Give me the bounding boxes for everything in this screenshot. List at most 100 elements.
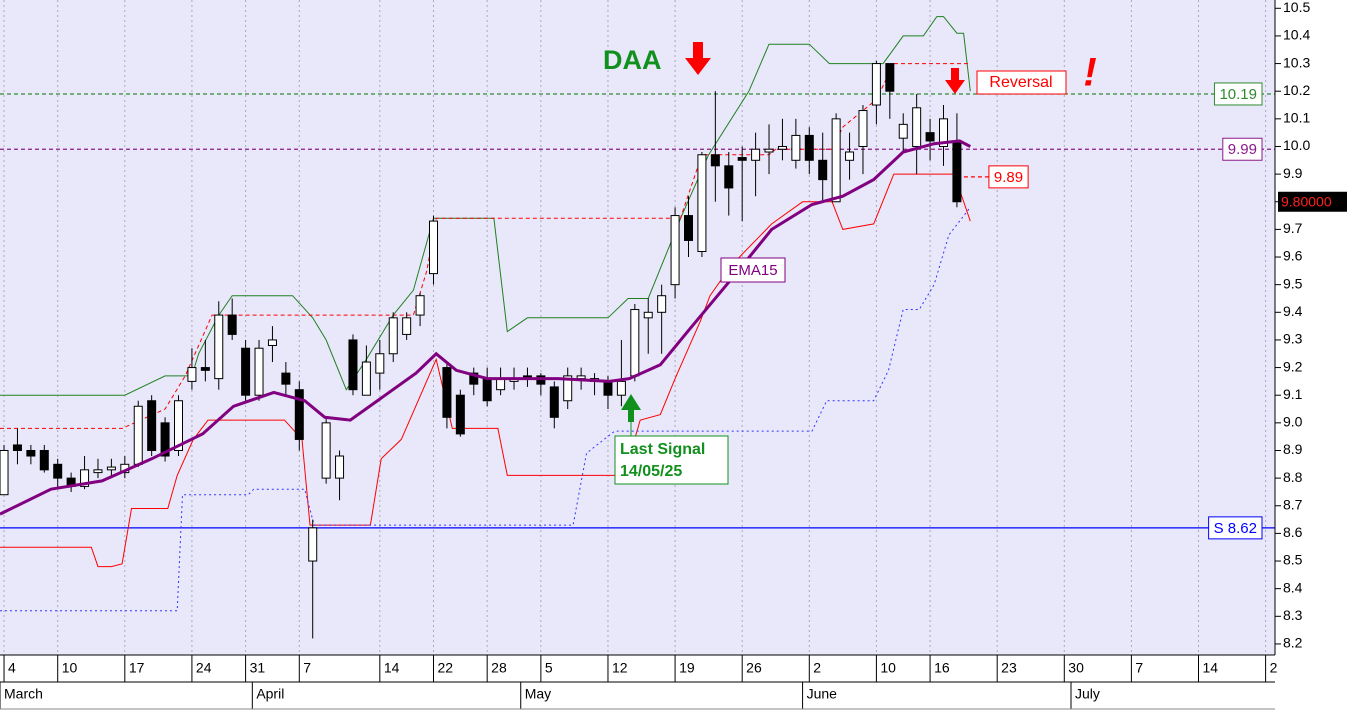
candle-body xyxy=(174,400,183,451)
x-tick-label: 17 xyxy=(129,660,145,676)
x-tick-label: 5 xyxy=(545,660,553,676)
candle-body xyxy=(308,527,318,562)
price-tag-box xyxy=(1278,191,1347,212)
y-tick-label: 8.9 xyxy=(1283,441,1303,457)
candle-body xyxy=(898,123,908,139)
candle-body xyxy=(643,311,653,319)
x-tick-label: 4 xyxy=(8,660,16,676)
candle-body xyxy=(402,317,412,335)
y-tick-label: 10.1 xyxy=(1283,110,1310,126)
level-label-box xyxy=(1208,516,1263,540)
annotation-text: EMA15 xyxy=(728,262,777,279)
x-tick-label: 30 xyxy=(1068,660,1084,676)
y-tick-label: 9.3 xyxy=(1283,331,1303,347)
y-tick-label: 8.7 xyxy=(1283,496,1303,512)
candle-body xyxy=(616,380,626,396)
x-tick-label: 14 xyxy=(384,660,400,676)
indicator-line xyxy=(0,139,971,516)
level-label-box xyxy=(988,165,1029,189)
candle-body xyxy=(885,63,895,92)
x-tick-label: 10 xyxy=(62,660,78,676)
x-tick-label: 19 xyxy=(679,660,695,676)
candle-body xyxy=(348,339,358,391)
candle-body xyxy=(160,422,170,457)
candle-body xyxy=(684,215,693,241)
price-tag-label: 9.80000 xyxy=(1281,193,1332,209)
candle-body xyxy=(603,380,613,396)
candle-body xyxy=(912,107,922,147)
candle-body xyxy=(871,63,881,106)
candle-body xyxy=(858,110,868,147)
candle-body xyxy=(321,422,331,479)
candle-body xyxy=(549,386,559,418)
month-label: April xyxy=(256,686,284,702)
annotations: DAA Reversal ! EMA15 Last Signal 14/05/2… xyxy=(603,42,1097,485)
candle-body xyxy=(294,389,304,440)
annotation-box xyxy=(614,435,729,485)
annotation-text: Last Signal xyxy=(620,441,705,458)
candle-body xyxy=(361,361,371,396)
level-label: 9.99 xyxy=(1228,141,1257,158)
y-tick-label: 9.5 xyxy=(1283,275,1303,291)
candle-body xyxy=(200,367,210,371)
candle-body xyxy=(563,375,573,402)
right-axis-background xyxy=(1275,0,1354,710)
y-tick-label: 8.8 xyxy=(1283,469,1303,485)
y-tick-label: 10.2 xyxy=(1283,82,1310,98)
candle-body xyxy=(925,132,935,142)
annotation-box xyxy=(976,70,1067,95)
candle-body xyxy=(818,159,828,181)
y-tick-label: 9.9 xyxy=(1283,165,1303,181)
candle-body xyxy=(442,367,452,418)
candle-body xyxy=(388,317,398,355)
annotation-text: DAA xyxy=(603,45,662,75)
candle-body xyxy=(80,469,90,487)
x-tick-label: 23 xyxy=(1001,660,1017,676)
candle-body xyxy=(415,295,425,316)
level-label: 10.19 xyxy=(1219,86,1257,103)
candle-body xyxy=(106,466,116,471)
x-tick-label: 28 xyxy=(491,660,507,676)
candle-body xyxy=(281,372,291,385)
candle-body xyxy=(241,347,251,396)
x-tick-label: 22 xyxy=(438,660,454,676)
candle-body xyxy=(630,309,640,377)
annotation-text: 14/05/25 xyxy=(620,463,682,480)
y-tick-label: 9.6 xyxy=(1283,248,1303,264)
month-label: May xyxy=(525,686,551,702)
month-label: June xyxy=(807,686,838,702)
candle-body xyxy=(952,140,962,203)
level-label: 9.89 xyxy=(994,169,1023,186)
month-label: July xyxy=(1075,686,1100,702)
indicator-line xyxy=(0,173,971,568)
candle-body xyxy=(267,339,277,346)
annotation-text: ! xyxy=(1083,51,1096,95)
arrow xyxy=(945,68,965,94)
candle-body xyxy=(751,148,761,161)
candle-body xyxy=(26,449,36,457)
candle-body xyxy=(482,378,492,402)
candle-body xyxy=(697,154,707,252)
y-tick-label: 8.6 xyxy=(1283,524,1303,540)
y-tick-label: 9.1 xyxy=(1283,386,1303,402)
candle-body xyxy=(737,157,747,161)
candle-body xyxy=(657,295,667,313)
x-tick-label: 26 xyxy=(746,660,762,676)
candle-body xyxy=(791,134,801,161)
y-tick-label: 10.3 xyxy=(1283,54,1310,70)
x-tick-label: 7 xyxy=(1135,660,1143,676)
candle-body xyxy=(670,215,680,286)
candle-body xyxy=(804,134,814,161)
candle-body xyxy=(254,347,264,396)
candle-body xyxy=(831,118,841,203)
y-tick-label: 10.0 xyxy=(1283,137,1310,153)
candle-body xyxy=(335,455,345,479)
level-label-box xyxy=(1222,137,1263,161)
candle-body xyxy=(12,444,22,451)
level-label-box xyxy=(1213,82,1263,106)
candle-body xyxy=(469,372,479,385)
x-tick-label: 10 xyxy=(880,660,896,676)
annotation-text: Reversal xyxy=(989,74,1052,91)
x-tick-label: 2 xyxy=(813,660,821,676)
